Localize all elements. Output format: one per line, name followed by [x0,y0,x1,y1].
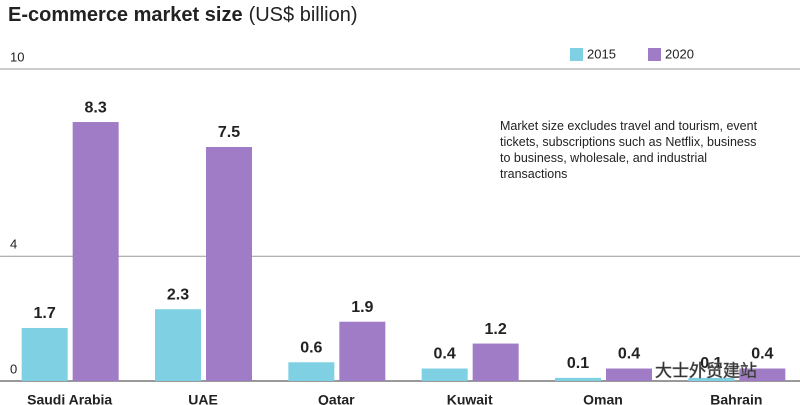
value-label: 0.6 [300,339,322,356]
chart-title: E-commerce market size (US$ billion) [8,4,358,26]
value-label: 1.7 [34,305,56,322]
bar [288,362,335,381]
x-tick-label: Qatar [318,392,355,405]
watermark: 大士外贸建站 [655,361,757,380]
bar [21,327,68,381]
value-label: 0.4 [434,346,456,363]
x-tick-label: Oman [583,392,623,405]
value-label: 0.1 [567,355,589,372]
bar [206,147,252,381]
bar [72,122,119,381]
bar [688,377,735,381]
value-label: 7.5 [218,124,240,141]
legend-label: 2015 [587,46,616,61]
value-label: 2.3 [167,286,189,303]
title: E-commerce market size [8,4,243,26]
x-tick-label: Kuwait [447,392,493,405]
bar [421,368,468,381]
legend-label: 2020 [665,46,694,61]
subtitle: (US$ billion) [249,4,358,26]
y-tick-label: 0 [10,361,17,376]
x-tick-label: Saudi Arabia [27,392,112,405]
annotation-box: Market size excludes travel and tourism,… [500,119,758,181]
value-label: 0.4 [751,346,773,363]
value-label: 1.2 [485,321,507,338]
value-label: 1.9 [351,299,373,316]
bar [739,368,786,381]
y-tick-label: 4 [10,237,17,252]
legend-swatch [648,48,661,61]
value-label: 0.4 [618,346,640,363]
x-tick-label: UAE [188,392,218,405]
y-tick-label: 10 [10,49,24,64]
x-tick-label: Bahrain [710,392,762,405]
bar [606,368,652,381]
legend-swatch [570,48,583,61]
bar [555,377,601,381]
bar [472,343,519,381]
value-label: 8.3 [85,99,107,116]
value-label: 0.1 [700,355,722,372]
bar [155,309,201,381]
bar [339,321,386,381]
annotation: Market size excludes travel and tourism,… [500,119,758,181]
